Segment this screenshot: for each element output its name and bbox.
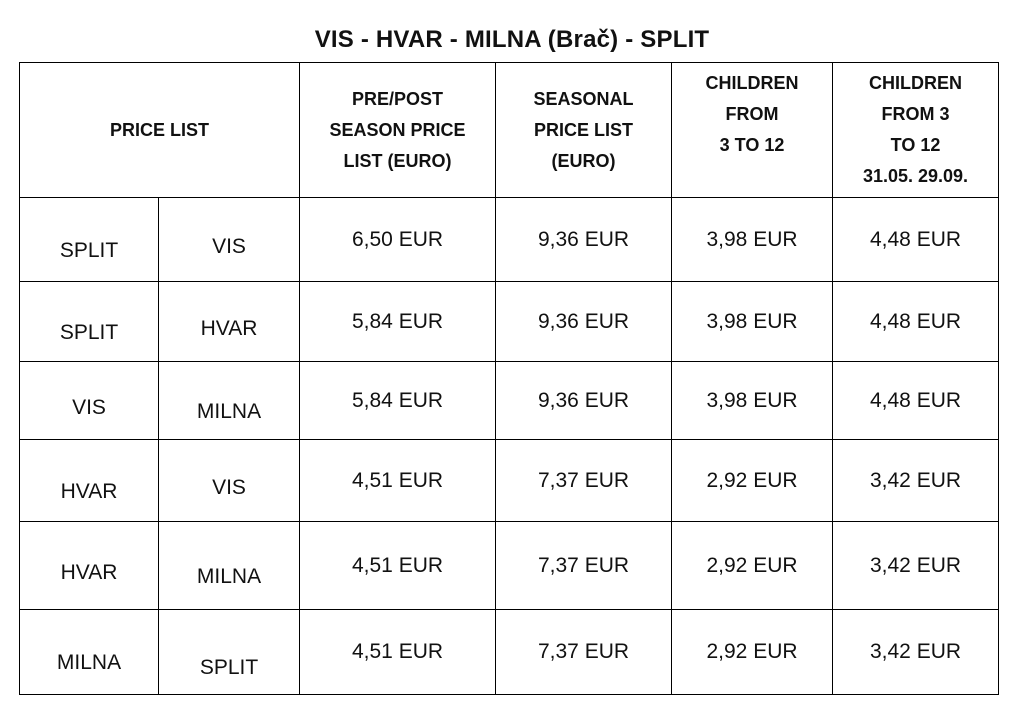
header-line: 31.05. 29.09. xyxy=(862,166,969,186)
pre-post-price: 5,84 EUR xyxy=(299,281,497,362)
header-line: TO 12 xyxy=(890,135,941,155)
header-line: LIST (EURO) xyxy=(343,150,452,171)
to-cell: SPLIT xyxy=(157,609,301,695)
children-dates-price: 3,42 EUR xyxy=(832,439,1000,522)
to-cell: VIS xyxy=(157,439,301,522)
table-row: HVAR MILNA 4,51 EUR 7,37 EUR 2,92 EUR 3,… xyxy=(19,521,1000,610)
children-price: 3,98 EUR xyxy=(671,281,834,362)
children-price: 2,92 EUR xyxy=(671,609,834,695)
from-label: HVAR xyxy=(60,560,118,584)
seasonal-price: 9,36 EUR xyxy=(495,197,673,282)
to-cell: HVAR xyxy=(157,281,301,362)
header-line: FROM 3 xyxy=(881,104,950,124)
to-label: VIS xyxy=(212,475,246,499)
pre-post-price: 6,50 EUR xyxy=(299,197,497,282)
pre-post-price: 4,51 EUR xyxy=(299,439,497,522)
from-cell: VIS xyxy=(19,361,159,440)
from-label: SPLIT xyxy=(59,320,119,344)
header-line: SEASONAL xyxy=(533,88,634,109)
table-row: SPLIT HVAR 5,84 EUR 9,36 EUR 3,98 EUR 4,… xyxy=(19,281,1000,362)
from-cell: HVAR xyxy=(19,521,159,610)
seasonal-price: 7,37 EUR xyxy=(495,521,673,610)
price-table: PRICE LIST PRE/POST SEASON PRICE LIST (E… xyxy=(18,62,1000,695)
header-line: CHILDREN xyxy=(869,73,963,93)
table-row: SPLIT VIS 6,50 EUR 9,36 EUR 3,98 EUR 4,4… xyxy=(19,197,1000,282)
header-row: PRICE LIST PRE/POST SEASON PRICE LIST (E… xyxy=(18,62,1000,198)
table-row: HVAR VIS 4,51 EUR 7,37 EUR 2,92 EUR 3,42… xyxy=(19,439,1000,522)
children-price: 2,92 EUR xyxy=(671,439,834,522)
to-label: MILNA xyxy=(196,399,262,423)
children-dates-price: 3,42 EUR xyxy=(832,609,1000,695)
to-label: HVAR xyxy=(200,316,258,340)
from-cell: MILNA xyxy=(19,609,159,695)
header-pre-post-season: PRE/POST SEASON PRICE LIST (EURO) xyxy=(299,62,497,198)
children-price: 3,98 EUR xyxy=(671,361,834,440)
header-children: CHILDREN FROM 3 TO 12 xyxy=(671,62,834,198)
to-cell: MILNA xyxy=(157,521,301,610)
header-price-list: PRICE LIST xyxy=(18,62,301,198)
seasonal-price: 7,37 EUR xyxy=(495,439,673,522)
from-label: MILNA xyxy=(56,651,122,674)
table-row: VIS MILNA 5,84 EUR 9,36 EUR 3,98 EUR 4,4… xyxy=(19,361,1000,440)
children-dates-price: 3,42 EUR xyxy=(832,521,1000,610)
from-label: HVAR xyxy=(60,479,118,503)
pre-post-price: 5,84 EUR xyxy=(299,361,497,440)
from-label: SPLIT xyxy=(59,238,119,262)
from-cell: SPLIT xyxy=(19,197,159,282)
seasonal-price: 9,36 EUR xyxy=(495,281,673,362)
to-label: SPLIT xyxy=(199,656,259,679)
pre-post-price: 4,51 EUR xyxy=(299,609,497,695)
from-label: VIS xyxy=(72,395,106,419)
page-title: VIS - HVAR - MILNA (Brač) - SPLIT xyxy=(314,26,710,53)
to-cell: MILNA xyxy=(157,361,301,440)
header-line: CHILDREN xyxy=(705,73,799,93)
children-price: 2,92 EUR xyxy=(671,521,834,610)
table-row: MILNA SPLIT 4,51 EUR 7,37 EUR 2,92 EUR 3… xyxy=(19,609,1000,695)
from-cell: SPLIT xyxy=(19,281,159,362)
children-dates-price: 4,48 EUR xyxy=(832,197,1000,282)
seasonal-price: 7,37 EUR xyxy=(495,609,673,695)
from-cell: HVAR xyxy=(19,439,159,522)
to-label: MILNA xyxy=(196,564,262,588)
header-line: FROM xyxy=(725,104,779,124)
children-dates-price: 4,48 EUR xyxy=(832,281,1000,362)
to-label: VIS xyxy=(212,234,246,258)
header-seasonal: SEASONAL PRICE LIST (EURO) xyxy=(495,62,673,198)
header-line: PRICE LIST xyxy=(534,119,634,140)
pre-post-price: 4,51 EUR xyxy=(299,521,497,610)
to-cell: VIS xyxy=(157,197,301,282)
header-line: PRE/POST xyxy=(352,88,444,109)
header-children-dates: CHILDREN FROM 3 TO 12 31.05. 29.09. xyxy=(832,62,1000,198)
header-line: 3 TO 12 xyxy=(719,135,785,155)
children-dates-price: 4,48 EUR xyxy=(832,361,1000,440)
header-line: (EURO) xyxy=(551,150,616,171)
children-price: 3,98 EUR xyxy=(671,197,834,282)
header-line: SEASON PRICE xyxy=(329,119,466,140)
seasonal-price: 9,36 EUR xyxy=(495,361,673,440)
